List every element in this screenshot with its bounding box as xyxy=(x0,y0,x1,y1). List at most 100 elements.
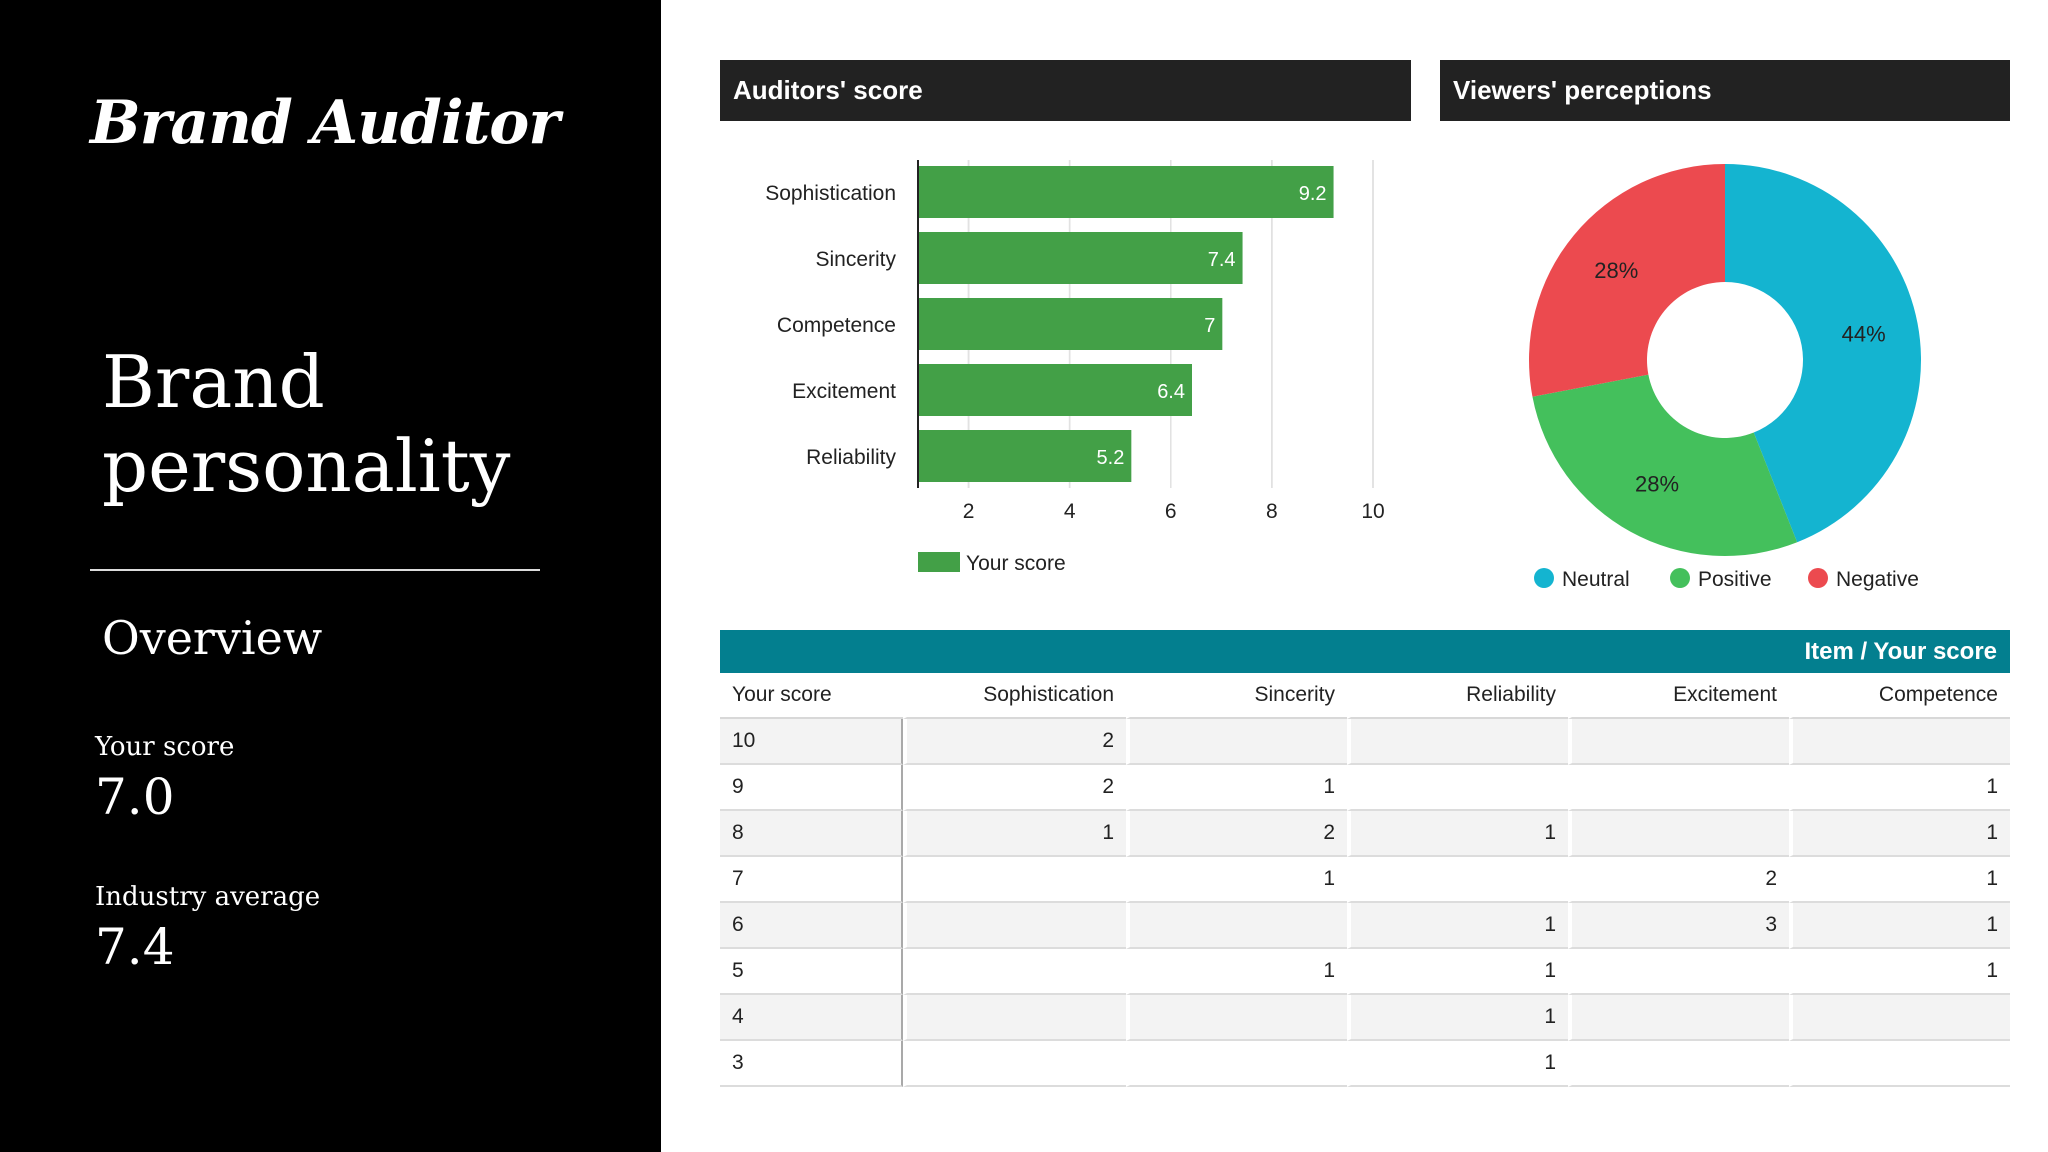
sidebar: Brand Auditor Brand personality Overview… xyxy=(0,0,661,1152)
x-tick-label: 2 xyxy=(963,500,975,523)
auditors-score-header: Auditors' score xyxy=(720,60,1411,121)
industry-average-label: Industry average xyxy=(95,882,321,912)
count-cell xyxy=(1347,857,1568,903)
your-score-value: 7.0 xyxy=(95,768,175,826)
legend-label: Negative xyxy=(1836,568,1919,591)
viewers-perceptions-header: Viewers' perceptions xyxy=(1440,60,2010,121)
legend-label: Your score xyxy=(966,552,1066,575)
legend-marker xyxy=(1808,568,1828,588)
row-score-cell: 6 xyxy=(720,903,903,949)
score-distribution-table: Your score Sophistication Sincerity Reliabi… xyxy=(720,673,2010,1087)
column-header: Sophistication xyxy=(903,673,1126,719)
count-cell xyxy=(903,857,1126,903)
count-cell xyxy=(1789,719,2010,765)
donut-slice xyxy=(1725,164,1921,543)
count-cell xyxy=(1568,995,1789,1041)
count-cell: 1 xyxy=(1789,765,2010,811)
count-cell: 3 xyxy=(1568,903,1789,949)
donut-slice xyxy=(1532,374,1798,556)
count-cell: 1 xyxy=(1347,903,1568,949)
x-tick-label: 4 xyxy=(1064,500,1076,523)
row-score-cell: 9 xyxy=(720,765,903,811)
auditors-bar-chart: 2 4 6 8 10 9.2 Sophistication 7.4 Sincerity 7 Comp… xyxy=(765,160,1385,575)
bar-value-label: 7.4 xyxy=(1208,249,1236,271)
row-score-cell: 8 xyxy=(720,811,903,857)
column-header: Sincerity xyxy=(1126,673,1347,719)
count-cell: 1 xyxy=(1126,857,1347,903)
count-cell: 1 xyxy=(903,811,1126,857)
divider xyxy=(90,569,540,571)
column-header: Reliability xyxy=(1347,673,1568,719)
count-cell: 1 xyxy=(1347,811,1568,857)
slice-value-label: 44% xyxy=(1842,322,1886,347)
count-cell xyxy=(1568,1041,1789,1087)
count-cell xyxy=(1126,903,1347,949)
bar-value-label: 6.4 xyxy=(1157,381,1185,403)
column-header: Competence xyxy=(1789,673,2010,719)
count-cell: 1 xyxy=(1347,1041,1568,1087)
x-tick-label: 6 xyxy=(1165,500,1177,523)
column-header: Your score xyxy=(720,673,903,719)
legend-marker xyxy=(1534,568,1554,588)
count-cell: 2 xyxy=(1126,811,1347,857)
slice-value-label: 28% xyxy=(1594,258,1638,283)
table-band-header: Item / Your score xyxy=(720,630,2010,673)
count-cell: 2 xyxy=(903,719,1126,765)
count-cell xyxy=(1126,719,1347,765)
count-cell xyxy=(1568,949,1789,995)
count-cell xyxy=(1789,1041,2010,1087)
your-score-label: Your score xyxy=(95,732,235,762)
row-score-cell: 5 xyxy=(720,949,903,995)
row-score-cell: 4 xyxy=(720,995,903,1041)
bar-value-label: 9.2 xyxy=(1299,183,1327,205)
count-cell: 1 xyxy=(1789,857,2010,903)
count-cell xyxy=(1568,765,1789,811)
count-cell: 1 xyxy=(1347,995,1568,1041)
count-cell: 2 xyxy=(903,765,1126,811)
count-cell: 1 xyxy=(1347,949,1568,995)
count-cell xyxy=(903,949,1126,995)
category-label: Competence xyxy=(777,314,896,337)
count-cell xyxy=(1126,1041,1347,1087)
count-cell xyxy=(1568,811,1789,857)
row-score-cell: 7 xyxy=(720,857,903,903)
count-cell xyxy=(903,1041,1126,1087)
bar-value-label: 7 xyxy=(1204,315,1215,337)
viewers-donut-chart: 44% 28% 28% Neutral Positive Negative xyxy=(1529,164,1921,591)
bar xyxy=(919,166,1334,218)
row-score-cell: 3 xyxy=(720,1041,903,1087)
count-cell xyxy=(1789,995,2010,1041)
legend-marker xyxy=(1670,568,1690,588)
industry-average-value: 7.4 xyxy=(95,918,175,976)
count-cell: 1 xyxy=(1789,811,2010,857)
legend-label: Positive xyxy=(1698,568,1772,591)
category-label: Sincerity xyxy=(815,248,896,271)
count-cell xyxy=(1568,719,1789,765)
brand-logo: Brand Auditor xyxy=(90,88,560,158)
count-cell: 1 xyxy=(1126,949,1347,995)
page-title: Brand personality xyxy=(102,340,511,508)
table-row: 10 2 xyxy=(720,719,2010,765)
category-label: Sophistication xyxy=(765,182,896,205)
count-cell xyxy=(1347,719,1568,765)
category-label: Reliability xyxy=(806,446,896,469)
count-cell xyxy=(903,995,1126,1041)
count-cell: 1 xyxy=(1789,903,2010,949)
row-score-cell: 10 xyxy=(720,719,903,765)
count-cell xyxy=(1126,995,1347,1041)
bar xyxy=(919,430,1132,482)
donut-slice xyxy=(1529,164,1725,397)
legend-swatch xyxy=(918,552,960,572)
x-tick-label: 8 xyxy=(1266,500,1278,523)
count-cell: 1 xyxy=(1126,765,1347,811)
bar-value-label: 5.2 xyxy=(1097,447,1125,469)
count-cell xyxy=(903,903,1126,949)
count-cell: 2 xyxy=(1568,857,1789,903)
